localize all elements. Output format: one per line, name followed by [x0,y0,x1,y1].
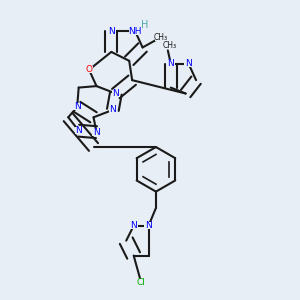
FancyBboxPatch shape [155,35,167,41]
Text: N: N [93,128,100,137]
Text: Cl: Cl [136,278,146,287]
FancyBboxPatch shape [136,279,146,286]
FancyBboxPatch shape [74,127,83,134]
FancyBboxPatch shape [73,103,81,110]
Text: CH₃: CH₃ [162,41,176,50]
Text: O: O [85,65,93,74]
Text: N: N [75,126,82,135]
Text: N: N [110,105,116,114]
FancyBboxPatch shape [112,90,120,97]
FancyBboxPatch shape [142,22,147,27]
FancyBboxPatch shape [130,28,141,35]
FancyBboxPatch shape [167,60,175,68]
Text: NH: NH [128,27,142,36]
FancyBboxPatch shape [109,106,117,113]
Text: N: N [167,59,174,68]
FancyBboxPatch shape [163,42,176,49]
FancyBboxPatch shape [144,222,153,230]
FancyBboxPatch shape [130,222,138,230]
FancyBboxPatch shape [85,66,93,73]
FancyBboxPatch shape [107,28,116,35]
FancyBboxPatch shape [92,129,101,136]
Text: N: N [185,59,192,68]
FancyBboxPatch shape [184,60,193,68]
Text: N: N [74,102,81,111]
Text: N: N [130,221,137,230]
Text: N: N [108,27,115,36]
Text: N: N [112,89,119,98]
Text: H: H [141,20,148,30]
Text: N: N [145,221,152,230]
Text: CH₃: CH₃ [154,33,168,42]
